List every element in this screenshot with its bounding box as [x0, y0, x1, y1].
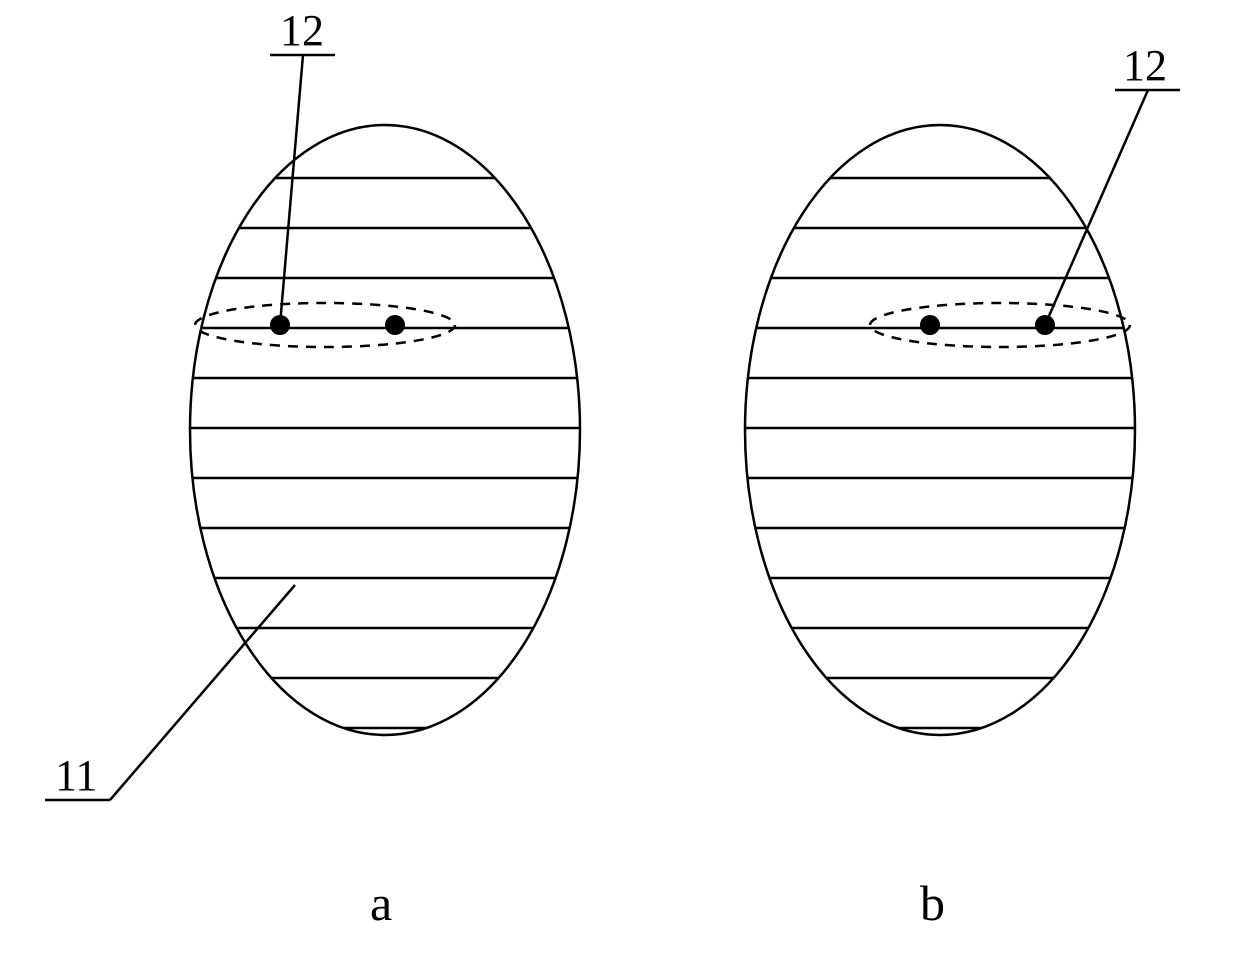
figure-a-inner-ellipse [195, 303, 455, 347]
diagram-canvas: 12 11 a 12 b [0, 0, 1240, 979]
callout-leader-11 [110, 585, 295, 800]
callout-label-12: 12 [280, 6, 324, 55]
figure-a-dot-1 [385, 315, 405, 335]
figure-b-dot-0 [920, 315, 940, 335]
diagram-svg: 12 11 a 12 b [0, 0, 1240, 979]
callout-label-11: 11 [55, 751, 97, 800]
callout-leader-12 [1045, 90, 1148, 325]
figure-b-inner-ellipse [870, 303, 1130, 347]
figure-caption-a: a [370, 875, 392, 931]
hatch-lines [735, 178, 1145, 728]
figure-b-ellipse [745, 125, 1135, 735]
figure-caption-b: b [920, 875, 945, 931]
callout-label-12: 12 [1123, 41, 1167, 90]
callout-leader-12 [280, 55, 303, 325]
figure-a-ellipse [190, 125, 580, 735]
